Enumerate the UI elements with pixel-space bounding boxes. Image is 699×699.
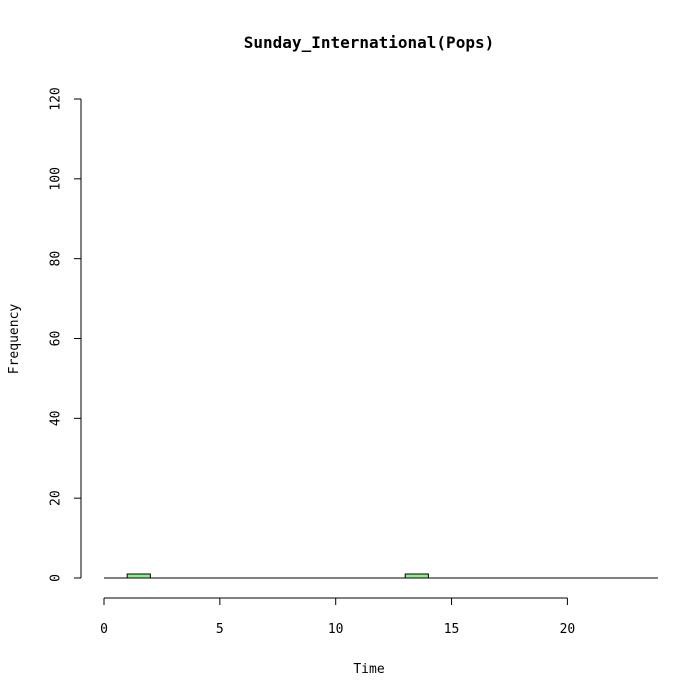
y-tick-label: 0: [49, 574, 64, 582]
x-axis-label: Time: [353, 662, 384, 677]
plot-area: [104, 573, 658, 579]
x-tick-label: 5: [216, 622, 224, 637]
x-tick-label: 15: [444, 622, 460, 637]
y-tick-label: 80: [49, 251, 64, 267]
histogram-bar: [404, 573, 429, 579]
x-tick-label: 10: [328, 622, 344, 637]
y-tick-label: 100: [49, 167, 64, 190]
x-axis: 0 5 10 15 20: [100, 597, 576, 637]
y-tick-label: 60: [49, 331, 64, 347]
y-axis: 0 20 40 60 80 100 120: [49, 87, 82, 582]
chart-title: Sunday_International(Pops): [244, 33, 494, 52]
y-tick-label: 20: [49, 490, 64, 506]
x-tick-label: 0: [100, 622, 108, 637]
x-tick-label: 20: [560, 622, 576, 637]
y-axis-label: Frequency: [7, 304, 22, 375]
y-tick-label: 40: [49, 411, 64, 427]
histogram-bar: [126, 573, 151, 579]
y-tick-label: 120: [49, 87, 64, 110]
